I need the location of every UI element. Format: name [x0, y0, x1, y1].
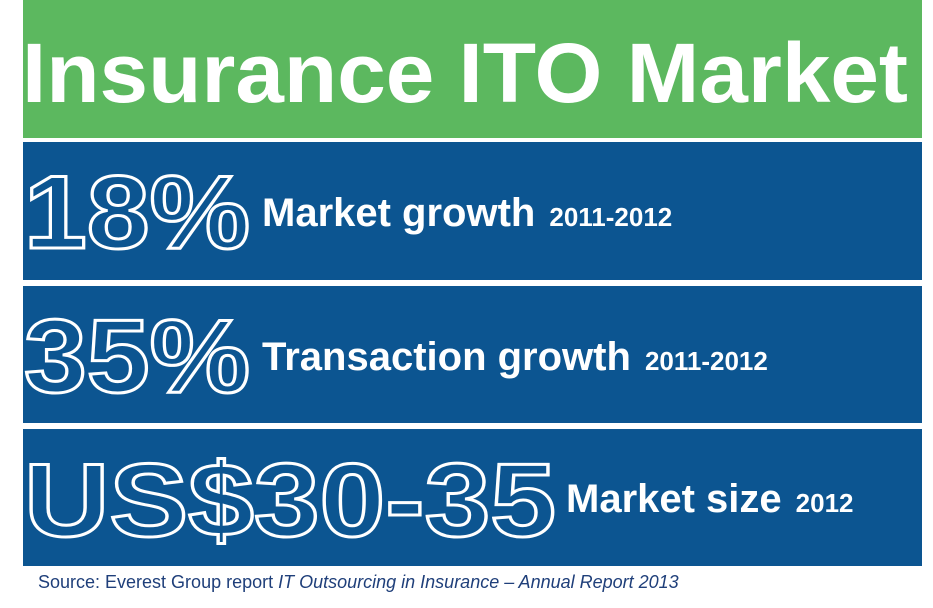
stat-panel — [23, 142, 922, 280]
title: Insurance ITO Market — [22, 26, 908, 120]
stat-label-text: Transaction growth — [262, 335, 631, 379]
stat-label: Market growth 2011-2012 — [262, 191, 672, 235]
title-banner — [23, 0, 922, 138]
stat-figure: 18% — [24, 155, 250, 271]
stat-label-text: Market growth — [262, 191, 535, 235]
stat-period: 2011-2012 — [549, 202, 672, 232]
source-text: Source: Everest Group report — [38, 572, 273, 592]
stat-label: Transaction growth 2011-2012 — [262, 335, 768, 379]
stat-period: 2011-2012 — [645, 346, 768, 376]
stat-label: Market size 2012 — [566, 477, 854, 521]
source-title: IT Outsourcing in Insurance – Annual Rep… — [278, 572, 679, 592]
stat-period: 2012 — [796, 488, 854, 518]
stat-label-text: Market size — [566, 477, 782, 521]
stat-figure: 35% — [24, 299, 250, 415]
source: Source: Everest Group report IT Outsourci… — [38, 572, 679, 592]
stat-figure: US$30-35 — [24, 443, 556, 559]
stat-panel — [23, 429, 922, 566]
stat-panel — [23, 286, 922, 423]
